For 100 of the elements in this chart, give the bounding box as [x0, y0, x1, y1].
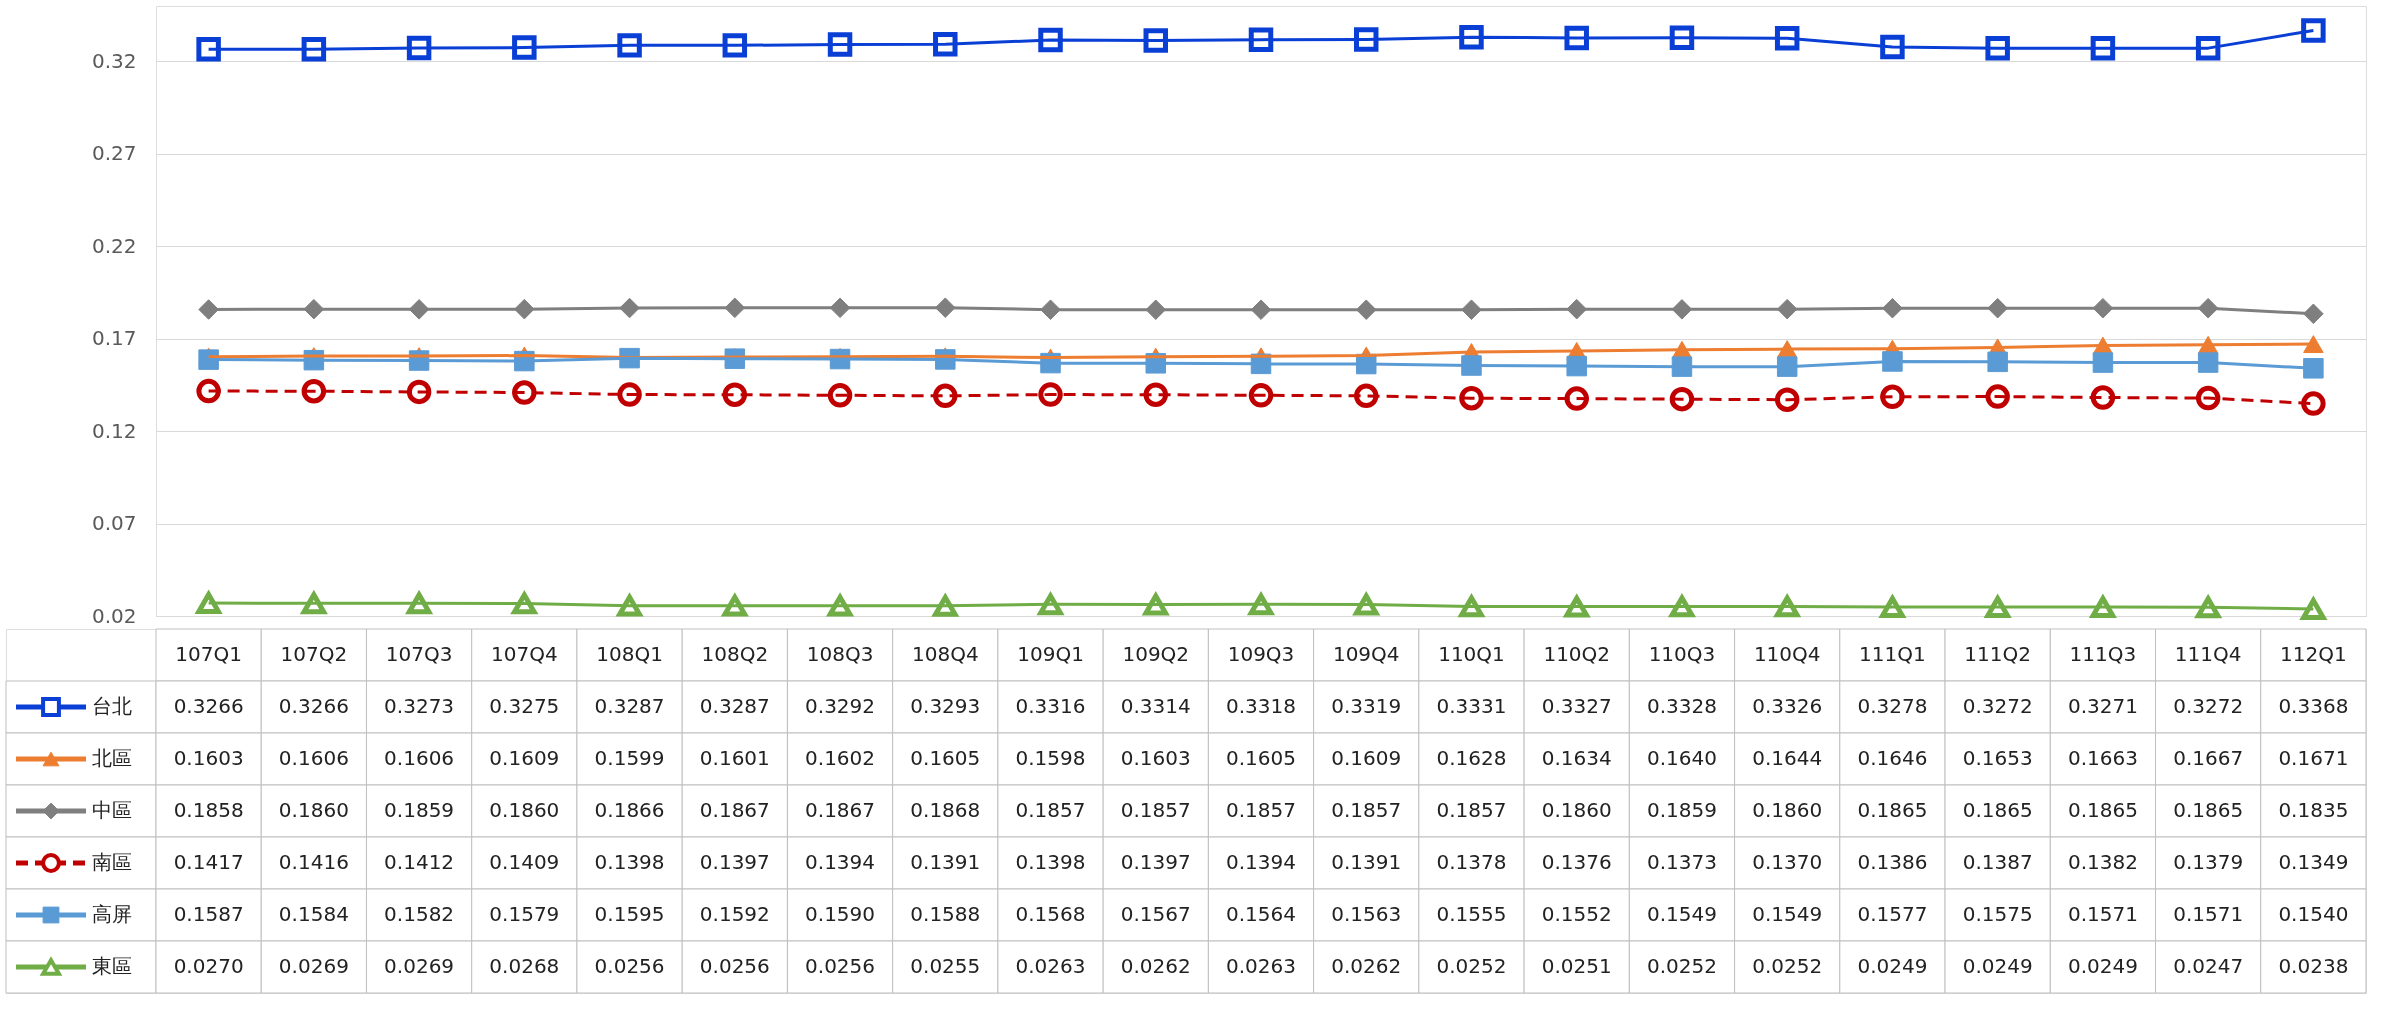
data-label: 0.0263: [1226, 954, 1296, 978]
y-tick-label: 0.07: [91, 511, 137, 536]
legend-label: 南區: [92, 850, 132, 874]
x-tick-label: 110Q4: [1753, 642, 1821, 666]
data-label: 0.0255: [910, 954, 981, 978]
data-label: 0.1397: [699, 850, 770, 874]
x-tick-label: 111Q4: [2174, 642, 2242, 666]
y-tick-label: 0.22: [91, 233, 137, 258]
data-label: 0.3266: [278, 694, 349, 718]
data-label: 0.3272: [1962, 694, 2033, 718]
data-label: 0.1857: [1226, 798, 1296, 822]
point: [2301, 391, 2326, 416]
data-label: 0.1394: [1226, 850, 1296, 874]
data-label: 0.1386: [1857, 850, 1928, 874]
data-label: 0.0252: [1436, 954, 1507, 978]
data-label: 0.0262: [1120, 954, 1191, 978]
data-label: 0.1860: [489, 798, 560, 822]
data-label: 0.1552: [1541, 902, 1612, 926]
data-label: 0.1857: [1015, 798, 1086, 822]
y-tick-label: 0.27: [91, 141, 137, 166]
data-label: 0.1582: [384, 902, 455, 926]
data-label: 0.3293: [910, 694, 981, 718]
data-label: 0.0252: [1752, 954, 1823, 978]
x-tick-label: 108Q2: [701, 642, 769, 666]
x-tick-label: 110Q2: [1543, 642, 1611, 666]
data-label: 0.1590: [805, 902, 876, 926]
data-label: 0.1571: [2067, 902, 2138, 926]
data-label: 0.1587: [173, 902, 244, 926]
data-label: 0.0238: [2278, 954, 2349, 978]
x-tick-label: 108Q4: [911, 642, 979, 666]
data-label: 0.1387: [1962, 850, 2033, 874]
data-label: 0.1584: [278, 902, 349, 926]
x-tick-label: 109Q2: [1122, 642, 1190, 666]
data-label: 0.1606: [384, 746, 455, 770]
x-tick-label: 110Q3: [1648, 642, 1716, 666]
data-label: 0.3326: [1752, 694, 1823, 718]
data-label: 0.1577: [1857, 902, 1928, 926]
data-label: 0.1540: [2278, 902, 2349, 926]
data-label: 0.3319: [1331, 694, 1402, 718]
data-label: 0.0262: [1331, 954, 1402, 978]
x-tick-label: 107Q2: [280, 642, 348, 666]
data-label: 0.1398: [1015, 850, 1086, 874]
data-label: 0.1549: [1752, 902, 1823, 926]
data-label: 0.1602: [805, 746, 876, 770]
data-label: 0.1865: [1857, 798, 1928, 822]
data-label: 0.0269: [278, 954, 349, 978]
data-label: 0.3327: [1541, 694, 1612, 718]
data-label: 0.1671: [2278, 746, 2349, 770]
x-tick-label: 112Q1: [2280, 642, 2347, 666]
data-label: 0.1549: [1646, 902, 1717, 926]
data-label: 0.1835: [2278, 798, 2349, 822]
legend-label: 高屏: [92, 902, 132, 926]
point: [1776, 356, 1798, 377]
data-label: 0.0256: [594, 954, 665, 978]
data-label: 0.1644: [1752, 746, 1823, 770]
data-label: 0.1391: [910, 850, 981, 874]
data-label: 0.3368: [2278, 694, 2349, 718]
data-label: 0.1640: [1646, 746, 1717, 770]
data-label: 0.3287: [594, 694, 665, 718]
y-tick-label: 0.17: [91, 326, 137, 351]
y-tick-label: 0.32: [91, 48, 137, 73]
data-label: 0.1867: [805, 798, 876, 822]
data-label: 0.1860: [278, 798, 349, 822]
data-label: 0.1663: [2067, 746, 2138, 770]
data-label: 0.1595: [594, 902, 665, 926]
data-label: 0.1868: [910, 798, 981, 822]
data-label: 0.3292: [805, 694, 876, 718]
data-label: 0.1349: [2278, 850, 2349, 874]
x-tick-label: 109Q1: [1017, 642, 1084, 666]
legend-label: 台北: [92, 694, 132, 718]
data-label: 0.1857: [1436, 798, 1507, 822]
data-label: 0.0249: [1962, 954, 2033, 978]
point: [2301, 18, 2326, 43]
data-label: 0.1394: [805, 850, 876, 874]
data-label: 0.3314: [1120, 694, 1191, 718]
data-label: 0.0268: [489, 954, 560, 978]
y-tick-label: 0.02: [91, 603, 137, 628]
x-tick-label: 109Q3: [1227, 642, 1295, 666]
data-label: 0.1605: [1226, 746, 1296, 770]
data-label: 0.1588: [910, 902, 981, 926]
data-label: 0.1859: [384, 798, 455, 822]
x-tick-label: 111Q2: [1964, 642, 2031, 666]
data-label: 0.1865: [2067, 798, 2138, 822]
data-label: 0.3287: [699, 694, 770, 718]
data-label: 0.3266: [173, 694, 244, 718]
data-label: 0.3272: [2173, 694, 2244, 718]
data-label: 0.1568: [1015, 902, 1086, 926]
data-label: 0.1563: [1331, 902, 1402, 926]
data-label: 0.1391: [1331, 850, 1402, 874]
data-label: 0.1398: [594, 850, 665, 874]
data-label: 0.3273: [384, 694, 455, 718]
point: [2303, 358, 2324, 379]
data-label: 0.1601: [699, 746, 770, 770]
data-label: 0.3275: [489, 694, 560, 718]
data-label: 0.1603: [1120, 746, 1191, 770]
data-label: 0.1378: [1436, 850, 1507, 874]
data-label: 0.1866: [594, 798, 665, 822]
data-label: 0.1417: [173, 850, 244, 874]
x-tick-label: 109Q4: [1332, 642, 1400, 666]
data-label: 0.0270: [173, 954, 244, 978]
